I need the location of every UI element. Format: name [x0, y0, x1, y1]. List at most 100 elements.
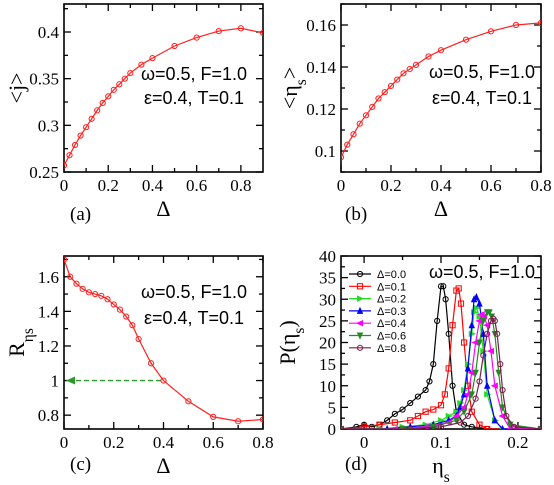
data-point: [215, 27, 222, 35]
series-4: [341, 311, 541, 429]
legend-label: Δ=0.3: [377, 306, 406, 318]
y-tick-label: 30: [319, 290, 336, 309]
data-point: [391, 410, 398, 417]
panel-label: (b): [345, 204, 367, 225]
data-point: [449, 382, 456, 389]
panel-label: (a): [70, 204, 91, 225]
data-point: [369, 103, 376, 111]
series-line: [341, 296, 541, 429]
legend-marker: [355, 319, 364, 327]
data-point: [453, 417, 460, 425]
data-point: [437, 417, 446, 424]
data-point: [376, 425, 384, 429]
y-tick-label: 15: [319, 355, 336, 374]
data-point: [434, 317, 441, 324]
series-2: [341, 304, 541, 429]
y-tick-label: 0.1: [315, 142, 336, 161]
y-tick-label: 0.12: [306, 100, 336, 119]
data-point: [468, 321, 475, 329]
annotation-text: ε=0.4, T=0.1: [144, 88, 244, 108]
x-tick-label: 0.4: [153, 433, 175, 452]
data-point: [483, 381, 491, 389]
data-point: [344, 141, 351, 148]
data-point: [360, 423, 368, 429]
series-line: [64, 259, 263, 422]
data-point: [472, 395, 479, 402]
data-point: [476, 299, 483, 307]
data-point: [484, 391, 492, 398]
y-tick-label: 1.6: [38, 268, 59, 287]
series-0: [341, 19, 541, 161]
data-point: [476, 421, 483, 428]
legend-label: Δ=0.0: [377, 269, 406, 281]
x-axis-label: Δ: [156, 453, 170, 478]
data-point: [193, 34, 200, 41]
data-point: [468, 423, 475, 429]
data-point: [341, 154, 345, 161]
x-tick-label: 0: [60, 176, 69, 195]
data-point: [407, 399, 414, 407]
data-point: [440, 283, 447, 290]
data-point: [79, 285, 86, 292]
series-line: [341, 311, 541, 429]
legend-label: Δ=0.6: [377, 331, 406, 343]
data-point: [495, 369, 502, 377]
data-point: [473, 292, 480, 301]
data-point: [237, 25, 244, 32]
data-point: [64, 256, 68, 263]
panel-label: (c): [70, 454, 91, 475]
y-tick-label: 0.16: [306, 16, 336, 35]
data-point: [407, 425, 414, 429]
data-point: [430, 406, 437, 413]
legend-label: Δ=0.8: [377, 343, 406, 355]
series-line: [341, 22, 541, 158]
series-0: [64, 256, 263, 425]
data-point: [425, 53, 432, 60]
legend-marker: [356, 283, 364, 290]
data-point: [510, 423, 518, 429]
data-point: [116, 81, 123, 88]
y-tick-label: 1: [51, 372, 60, 391]
data-point: [104, 296, 111, 303]
data-point: [387, 82, 395, 90]
data-point: [464, 412, 472, 420]
legend-label: Δ=0.1: [377, 281, 406, 293]
data-point: [94, 107, 101, 114]
data-point: [73, 280, 80, 287]
data-point: [487, 28, 495, 35]
y-tick-label: 20: [319, 334, 336, 353]
series-1: [341, 285, 541, 429]
plot-frame: [63, 3, 264, 173]
y-tick-label: 0.8: [38, 406, 59, 425]
y-tick-label: 0.3: [38, 116, 59, 135]
data-point: [494, 330, 501, 337]
data-point: [88, 115, 95, 122]
x-tick-label: 0.4: [142, 176, 164, 195]
x-tick-label: 0.2: [507, 433, 528, 452]
data-point: [235, 418, 242, 425]
data-point: [138, 61, 145, 68]
x-tick-label: 0.8: [230, 176, 251, 195]
x-tick-label: 0.2: [98, 176, 119, 195]
data-point: [480, 352, 487, 359]
data-point: [259, 29, 263, 37]
data-point: [391, 419, 398, 426]
data-point: [127, 69, 134, 77]
data-point: [368, 423, 375, 429]
y-tick-label: 0.35: [29, 70, 59, 89]
data-point: [452, 412, 460, 420]
x-tick-label: 0.6: [186, 176, 207, 195]
data-point: [105, 93, 112, 100]
data-point: [123, 313, 130, 320]
annotation-text: ε=0.4, T=0.1: [144, 308, 244, 328]
series-0: [64, 25, 263, 169]
y-axis-label: Rηs: [4, 328, 37, 357]
data-point: [66, 152, 73, 159]
series-line: [64, 27, 263, 166]
data-point: [457, 419, 464, 426]
legend-marker: [356, 344, 364, 351]
data-point: [185, 398, 192, 405]
data-point: [412, 61, 420, 69]
chart-panel-0: 0 0.2 0.4 0.6 0.80.250.30.350.4Δ<j>(a)ω=0.5,…: [4, 3, 264, 225]
data-point: [259, 416, 263, 423]
